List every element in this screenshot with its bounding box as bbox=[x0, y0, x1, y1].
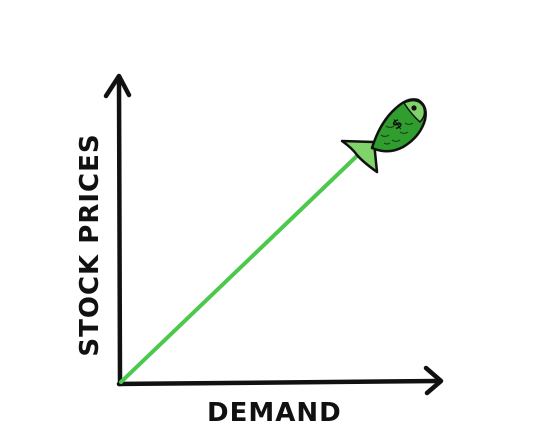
fish-icon: $ bbox=[340, 98, 427, 174]
y-axis bbox=[116, 79, 123, 387]
fish-tail bbox=[340, 139, 379, 174]
fish-scales bbox=[380, 122, 414, 145]
trend-line bbox=[119, 151, 362, 384]
fish-head bbox=[402, 99, 426, 124]
fish-eye bbox=[411, 105, 417, 111]
y-axis-label: STOCK PRICES bbox=[75, 133, 105, 357]
x-axis-arrowhead bbox=[423, 365, 444, 396]
y-axis-arrowhead bbox=[103, 73, 132, 99]
x-axis bbox=[116, 378, 441, 387]
x-axis-label: DEMAND bbox=[207, 398, 342, 428]
